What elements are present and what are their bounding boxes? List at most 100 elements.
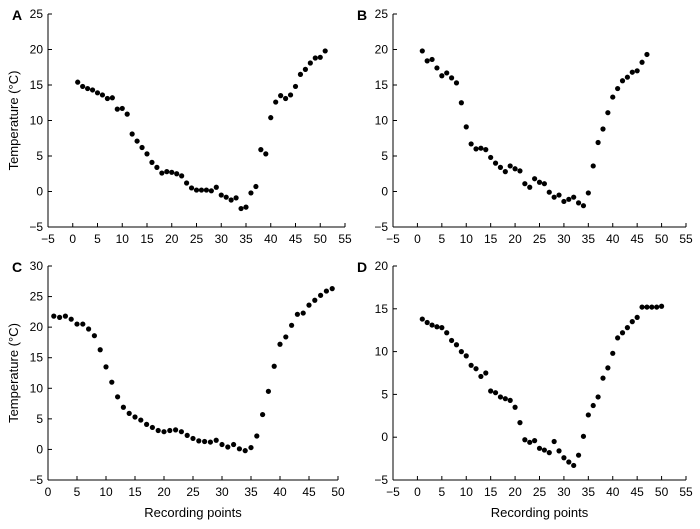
data-point [218, 192, 224, 198]
data-point [196, 438, 202, 444]
x-tick-label: 35 [582, 485, 596, 499]
data-point [318, 292, 324, 298]
data-point [120, 404, 126, 410]
data-point [522, 437, 528, 443]
data-point [536, 445, 543, 451]
data-point [329, 286, 335, 292]
y-tick-label: 20 [375, 43, 389, 57]
x-tick-label: 20 [508, 485, 522, 499]
y-tick-label: 10 [30, 381, 44, 395]
data-point [132, 414, 138, 420]
data-point [203, 187, 209, 193]
data-point [155, 427, 161, 434]
data-point [268, 115, 274, 121]
data-point [115, 394, 121, 400]
data-point [233, 195, 239, 201]
data-point [74, 321, 80, 327]
data-point [532, 438, 538, 444]
y-tick-label: −5 [29, 473, 43, 487]
y-tick-label: 0 [36, 442, 43, 456]
y-tick-label: −5 [374, 220, 388, 234]
data-point [184, 432, 190, 438]
data-point [658, 303, 665, 309]
data-point [639, 304, 645, 310]
data-point [502, 169, 508, 175]
x-tick-label: 50 [655, 485, 669, 499]
x-tick-label: 20 [157, 485, 171, 499]
x-tick-label: 50 [655, 232, 669, 246]
data-point [68, 316, 74, 322]
data-point [283, 95, 289, 102]
data-point [639, 59, 645, 65]
data-point [297, 71, 304, 77]
y-tick-label: 15 [30, 351, 44, 365]
data-point [507, 397, 513, 403]
data-point [91, 333, 97, 339]
data-point [208, 188, 214, 194]
data-point [585, 412, 591, 418]
data-point [169, 169, 175, 175]
data-point [458, 349, 464, 355]
data-point [497, 394, 504, 400]
data-point [86, 326, 92, 332]
y-tick-label: 25 [30, 7, 44, 21]
data-point [532, 176, 538, 182]
y-tick-label: 20 [30, 43, 44, 57]
data-point [124, 111, 130, 117]
x-tick-label: 35 [239, 232, 253, 246]
data-point [178, 429, 184, 435]
x-tick-label: −5 [386, 485, 400, 499]
x-tick-label: 30 [215, 232, 229, 246]
data-point [80, 321, 86, 327]
x-tick-label: 50 [331, 485, 345, 499]
data-point [51, 313, 57, 319]
data-point [527, 184, 533, 190]
data-point [109, 95, 115, 101]
x-tick-label: 45 [630, 485, 644, 499]
data-point [575, 452, 582, 458]
data-point [260, 411, 266, 418]
data-point [80, 83, 86, 90]
data-point [610, 350, 616, 356]
y-axis-title: Temperature (°C) [6, 323, 21, 423]
data-point [468, 362, 474, 368]
y-tick-label: 0 [36, 185, 43, 199]
y-tick-label: 5 [36, 149, 43, 163]
data-point [300, 310, 306, 316]
x-tick-label: 10 [460, 485, 474, 499]
x-tick-label: 40 [273, 485, 287, 499]
data-point [546, 189, 552, 195]
data-point [449, 75, 455, 81]
data-point [213, 437, 219, 443]
panel-a: A −5 0 5 10 15 20 25 −5 0 5 10 15 20 25 30 35 40 45 50 55 Tem… [6, 7, 352, 246]
data-point [306, 302, 312, 308]
data-point [225, 444, 231, 450]
data-point [292, 83, 299, 90]
data-point [253, 183, 259, 190]
data-point [265, 388, 271, 394]
x-tick-label: 40 [606, 232, 620, 246]
y-tick-label: 5 [36, 412, 43, 426]
data-point [551, 194, 557, 200]
x-tick-label: 55 [679, 232, 693, 246]
x-tick-label: −5 [386, 232, 400, 246]
data-point [138, 417, 144, 423]
data-point [114, 106, 120, 112]
data-point [507, 163, 513, 169]
data-point [566, 459, 572, 465]
data-point [605, 110, 611, 116]
data-point [541, 447, 547, 453]
x-tick-label: 0 [69, 232, 76, 246]
data-point [271, 363, 277, 369]
data-point [302, 66, 308, 72]
data-point [615, 335, 621, 341]
y-tick-label: 25 [375, 7, 389, 21]
x-tick-label: 45 [630, 232, 644, 246]
data-point [619, 78, 626, 84]
data-point [527, 439, 533, 445]
data-point [242, 448, 248, 454]
data-point [439, 73, 445, 79]
y-tick-label: 5 [381, 387, 388, 401]
data-point [57, 314, 63, 320]
